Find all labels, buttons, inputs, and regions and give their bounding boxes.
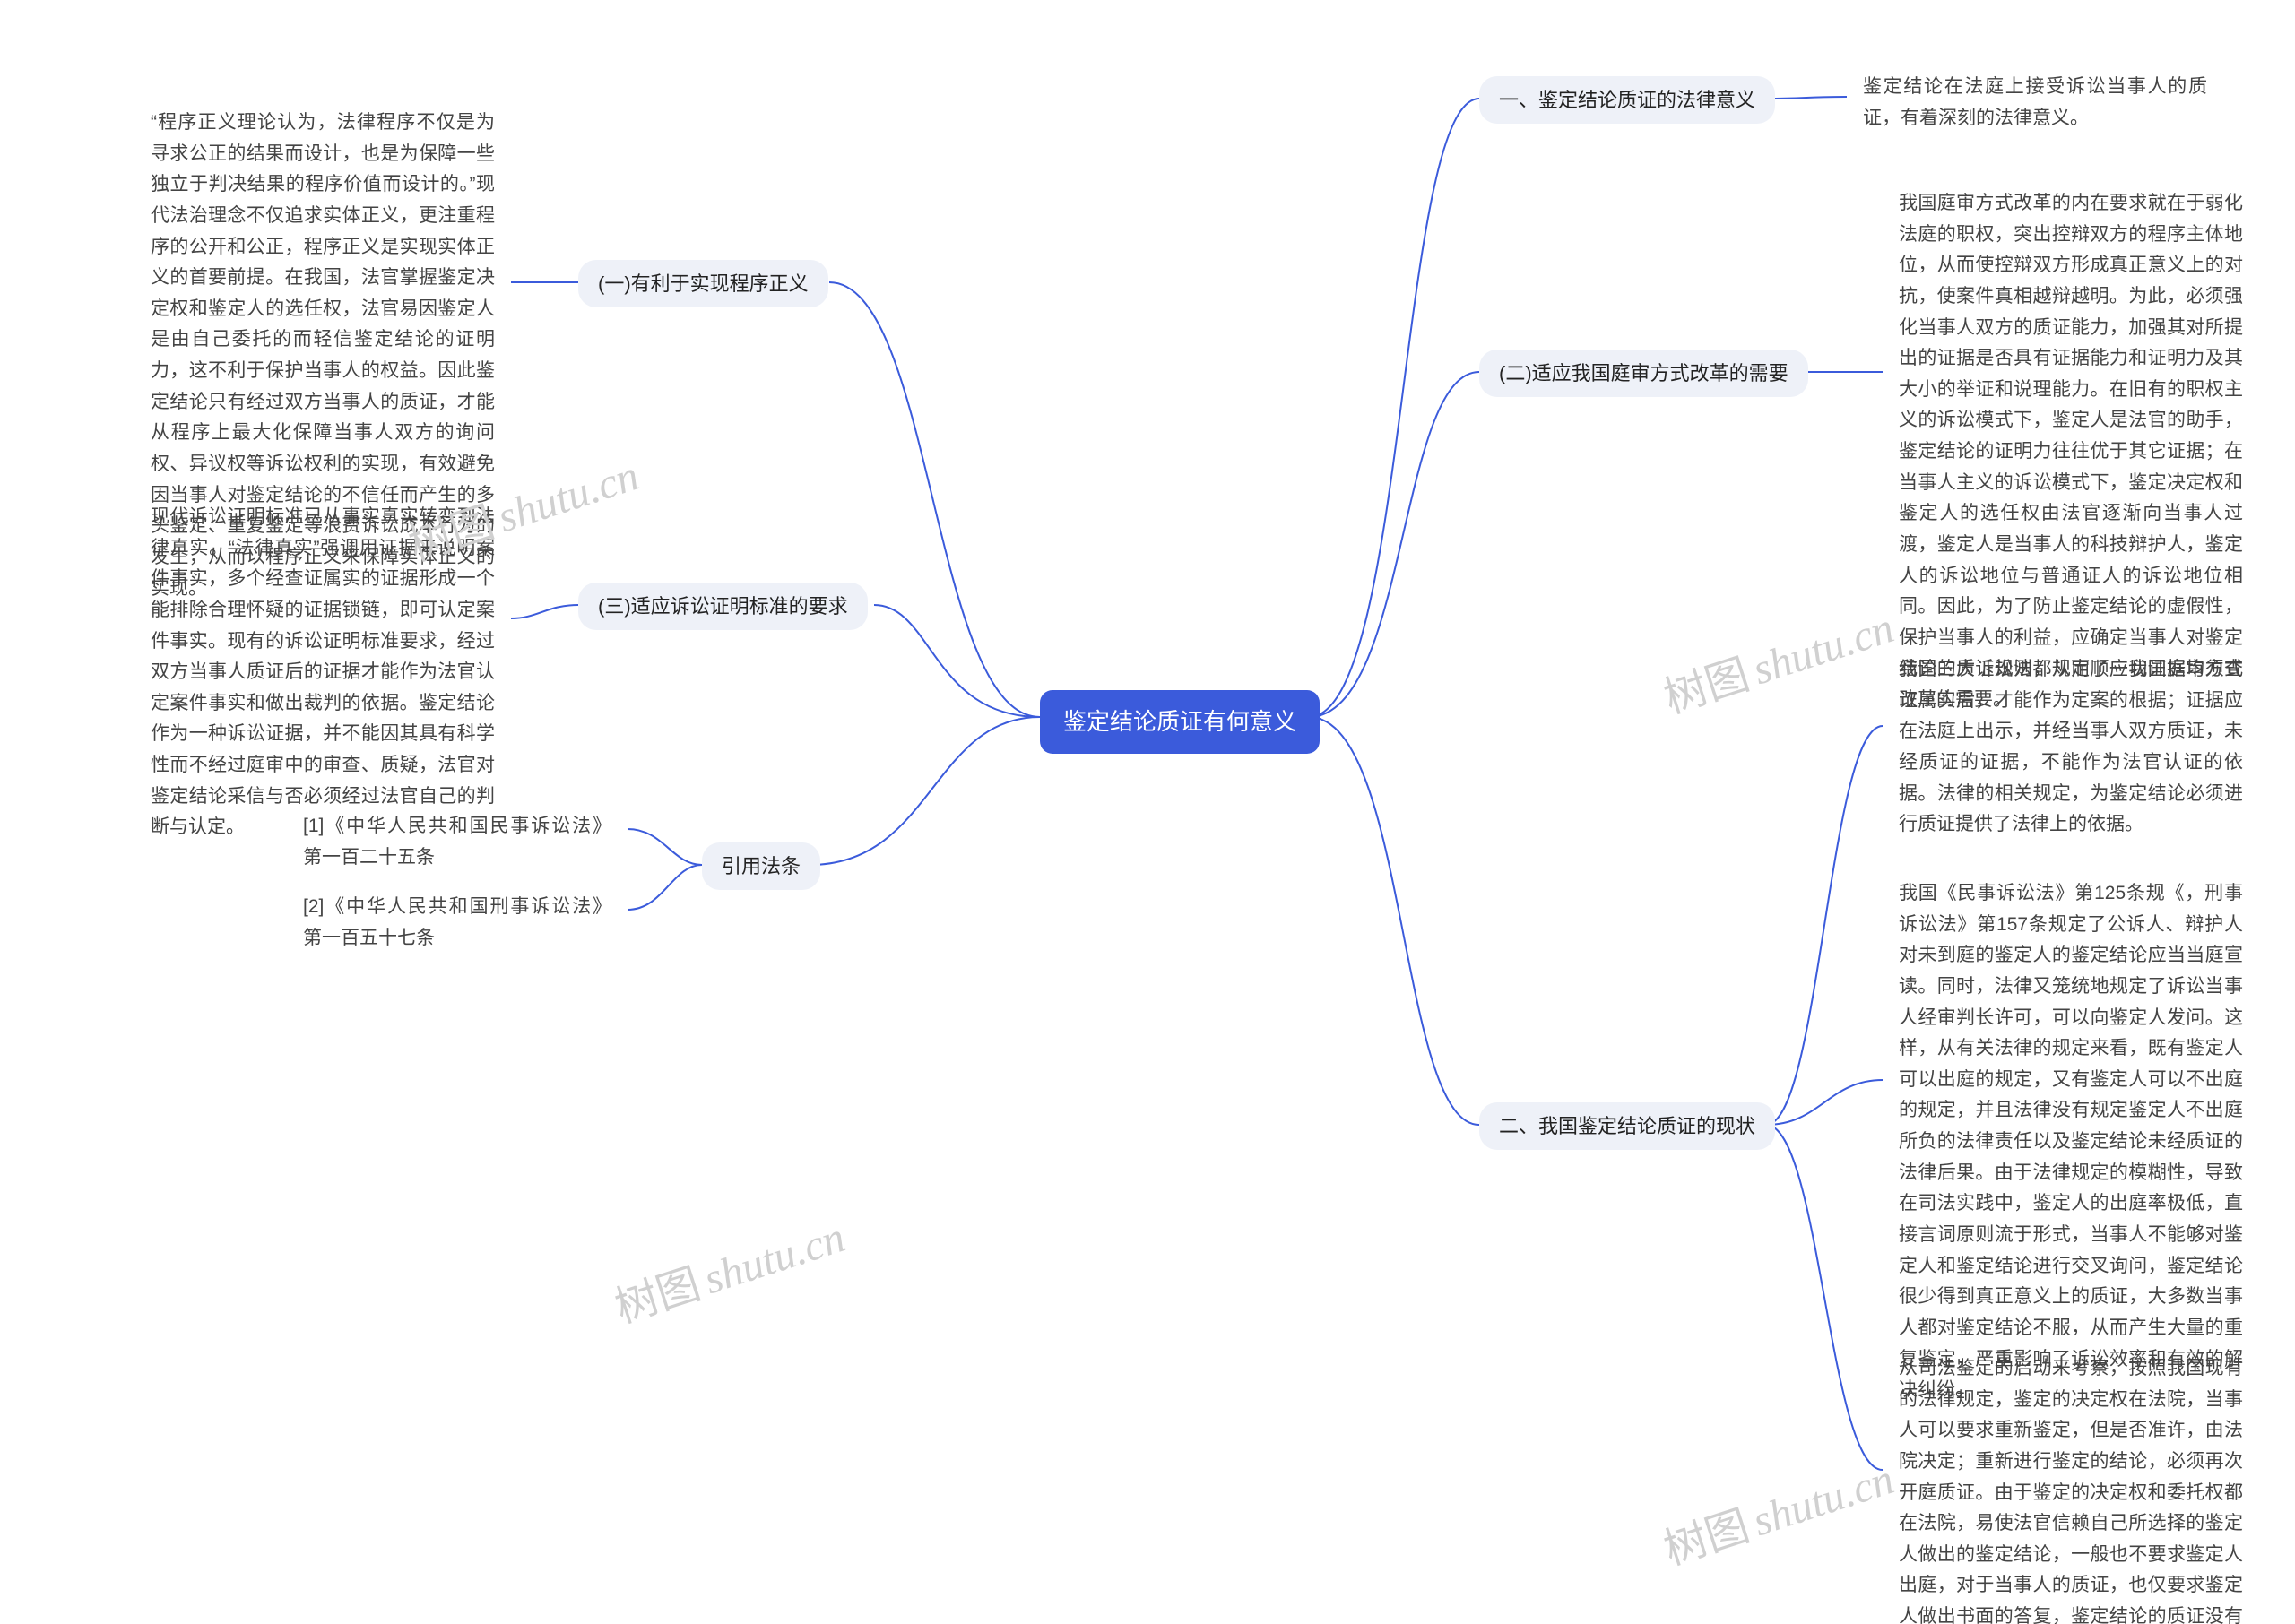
edge-root-b3 xyxy=(1309,717,1479,1125)
edge-b3-l3a xyxy=(1766,726,1883,1125)
branch-b2[interactable]: (二)适应我国庭审方式改革的需要 xyxy=(1479,350,1808,397)
leaf-l2: 我国庭审方式改革的内在要求就在于弱化法庭的职权，突出控辩双方的程序主体地位，从而… xyxy=(1883,179,2259,725)
watermark-en: shutu.cn xyxy=(492,452,645,541)
watermark: 树图shutu.cn xyxy=(1655,592,1901,726)
watermark: 树图shutu.cn xyxy=(606,1202,852,1335)
branch-b4[interactable]: (一)有利于实现程序正义 xyxy=(578,260,828,307)
watermark-cn: 树图 xyxy=(1658,1502,1755,1574)
root-node[interactable]: 鉴定结论质证有何意义 xyxy=(1040,690,1320,754)
leaf-l3c: 从司法鉴定的启动来考察，按照我国现有的法律规定，鉴定的决定权在法院，当事人可以要… xyxy=(1883,1344,2259,1624)
edge-root-b4 xyxy=(829,282,1040,717)
watermark-cn: 树图 xyxy=(610,1260,706,1332)
edge-root-b2 xyxy=(1309,372,1479,717)
edge-b5-l5 xyxy=(511,605,578,618)
watermark-en: shutu.cn xyxy=(1747,1456,1900,1545)
leaf-l3b: 我国《民事诉讼法》第125条规《，刑事诉讼法》第157条规定了公诉人、辩护人对未… xyxy=(1883,869,2259,1415)
edge-b1-l1 xyxy=(1766,97,1847,99)
leaf-l3a: 我国三大诉讼法都规定了一切证据均须查证属实后，才能作为定案的根据；证据应在法庭上… xyxy=(1883,645,2259,850)
branch-b1[interactable]: 一、鉴定结论质证的法律意义 xyxy=(1479,76,1775,124)
edge-b6-l6b xyxy=(628,865,702,910)
watermark: 树图shutu.cn xyxy=(1655,1444,1901,1577)
watermark-cn: 树图 xyxy=(1658,651,1755,722)
edge-root-b6 xyxy=(810,717,1040,865)
edge-b3-l3b xyxy=(1766,1080,1883,1125)
edge-b6-l6a xyxy=(628,829,702,865)
branch-b3[interactable]: 二、我国鉴定结论质证的现状 xyxy=(1479,1102,1775,1150)
leaf-l6a: [1]《中华人民共和国民事诉讼法》 第一百二十五条 xyxy=(287,802,628,882)
watermark-en: shutu.cn xyxy=(1747,604,1900,694)
edge-root-b1 xyxy=(1309,99,1479,717)
branch-b6[interactable]: 引用法条 xyxy=(702,842,820,890)
leaf-l1: 鉴定结论在法庭上接受诉讼当事人的质证，有着深刻的法律意义。 xyxy=(1847,63,2223,143)
leaf-l5: 现代诉讼证明标准已从事实真实转变到法律真实。“法律真实”强调用证据来说明案件事实… xyxy=(134,493,511,852)
branch-b5[interactable]: (三)适应诉讼证明标准的要求 xyxy=(578,583,868,630)
edge-root-b5 xyxy=(874,605,1040,717)
leaf-l6b: [2]《中华人民共和国刑事诉讼法》 第一百五十七条 xyxy=(287,883,628,963)
watermark-en: shutu.cn xyxy=(698,1214,851,1303)
edge-b3-l3c xyxy=(1766,1125,1883,1470)
